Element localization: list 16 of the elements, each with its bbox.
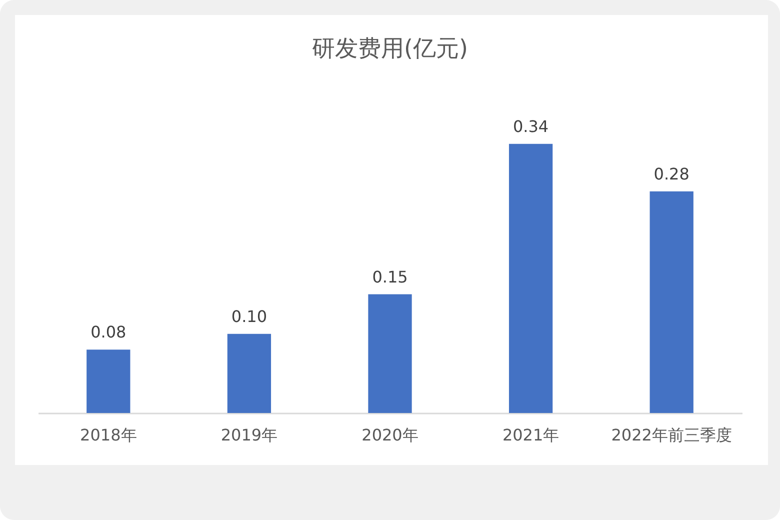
data-label: 0.08 bbox=[90, 322, 126, 342]
bar bbox=[650, 191, 694, 413]
bar bbox=[86, 350, 130, 413]
bar bbox=[508, 144, 553, 413]
x-tick-label: 2020年 bbox=[362, 426, 418, 444]
data-label: 0.15 bbox=[372, 267, 408, 286]
bar bbox=[227, 334, 272, 413]
x-tick-label: 2018年 bbox=[80, 426, 137, 444]
data-label: 0.34 bbox=[512, 116, 549, 136]
data-label: 0.10 bbox=[231, 306, 268, 326]
chart-title: 研发费用(亿元) bbox=[312, 36, 468, 62]
x-tick-label: 2021年 bbox=[502, 426, 560, 444]
data-label: 0.28 bbox=[654, 164, 690, 184]
x-tick-label: 2019年 bbox=[220, 426, 278, 444]
x-tick-label: 2022年前三季度 bbox=[611, 426, 732, 444]
bar bbox=[368, 294, 412, 413]
